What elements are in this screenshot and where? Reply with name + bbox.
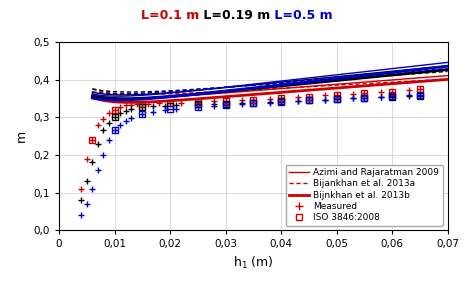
Text: L=0.19 m: L=0.19 m [199, 9, 271, 21]
Legend: Azimi and Rajaratman 2009, Bijankhan et al. 2013a, Bijnkhan et al. 2013b, Measur: Azimi and Rajaratman 2009, Bijankhan et … [285, 164, 443, 226]
Text: L=0.5 m: L=0.5 m [271, 9, 333, 21]
Text: L=0.1 m: L=0.1 m [141, 9, 199, 21]
Y-axis label: m: m [15, 130, 28, 142]
X-axis label: h$_1$ (m): h$_1$ (m) [233, 255, 273, 271]
